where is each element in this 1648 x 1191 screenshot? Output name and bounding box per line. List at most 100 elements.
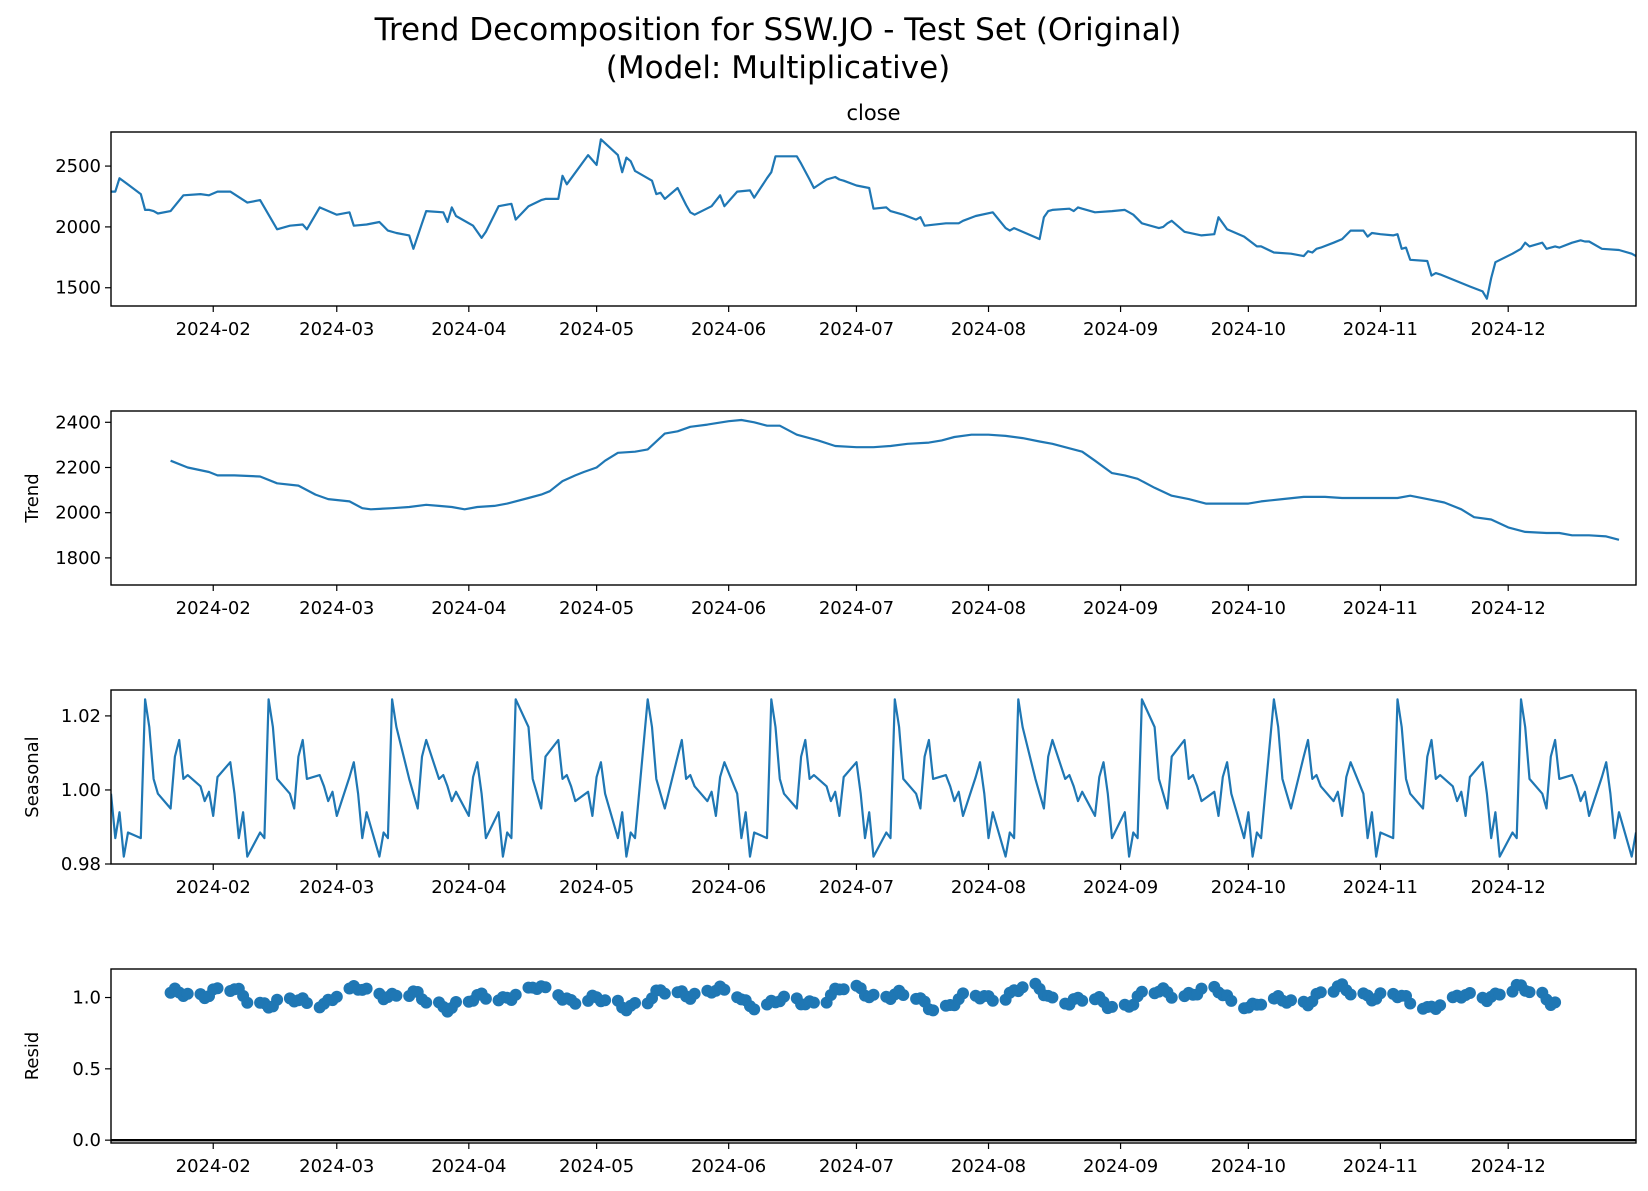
resid-point xyxy=(1314,986,1327,999)
x-tick-label: 2024-02 xyxy=(176,877,251,898)
x-tick-label: 2024-04 xyxy=(431,1156,506,1177)
y-tick-label: 2500 xyxy=(55,156,101,177)
panel-frame xyxy=(110,410,1637,586)
resid-point xyxy=(837,983,850,996)
y-tick-label: 2000 xyxy=(55,503,101,524)
resid-point xyxy=(360,982,373,995)
x-tick-label: 2024-02 xyxy=(176,1156,251,1177)
y-axis-label: Seasonal xyxy=(22,736,43,817)
x-tick-label: 2024-07 xyxy=(819,319,894,340)
resid-point xyxy=(658,987,671,1000)
x-tick-label: 2024-04 xyxy=(431,598,506,619)
panel-frame xyxy=(110,968,1637,1144)
y-tick-label: 1.02 xyxy=(61,706,101,727)
resid-point xyxy=(748,1003,761,1016)
resid-point xyxy=(1434,999,1447,1012)
resid-point xyxy=(1255,998,1268,1011)
x-tick-label: 2024-12 xyxy=(1471,1156,1546,1177)
x-tick-label: 2024-10 xyxy=(1211,1156,1286,1177)
y-tick-label: 1.00 xyxy=(61,780,101,801)
x-tick-label: 2024-04 xyxy=(431,319,506,340)
resid-point xyxy=(539,981,552,994)
x-tick-label: 2024-04 xyxy=(431,877,506,898)
x-tick-label: 2024-02 xyxy=(176,319,251,340)
resid-point xyxy=(271,993,284,1006)
panel-4: Resid 0.0 0.5 1.0 2024-02 2024-03 2024-04 2024-… xyxy=(22,968,1637,1177)
x-tick-label: 2024-09 xyxy=(1083,319,1158,340)
x-tick-label: 2024-10 xyxy=(1211,877,1286,898)
resid-point xyxy=(420,996,433,1009)
x-tick-label: 2024-10 xyxy=(1211,598,1286,619)
x-tick-label: 2024-08 xyxy=(951,598,1026,619)
panel-title: close xyxy=(846,101,900,125)
resid-point xyxy=(1016,981,1029,994)
x-tick-label: 2024-11 xyxy=(1343,877,1418,898)
x-tick-label: 2024-11 xyxy=(1343,319,1418,340)
resid-point xyxy=(1523,986,1536,999)
resid-point xyxy=(241,996,254,1009)
resid-point xyxy=(300,997,313,1009)
resid-point xyxy=(1463,987,1476,999)
y-tick-label: 1.0 xyxy=(72,988,101,1009)
x-tick-label: 2024-09 xyxy=(1083,877,1158,898)
resid-point xyxy=(897,989,910,1001)
x-tick-label: 2024-05 xyxy=(559,319,634,340)
x-tick-label: 2024-06 xyxy=(691,1156,766,1177)
x-tick-label: 2024-05 xyxy=(559,598,634,619)
x-tick-label: 2024-07 xyxy=(819,598,894,619)
resid-point xyxy=(1374,987,1387,1000)
y-tick-label: 1800 xyxy=(55,548,101,569)
y-axis-label: Trend xyxy=(22,473,43,523)
x-tick-label: 2024-12 xyxy=(1471,319,1546,340)
resid-point xyxy=(599,994,612,1007)
x-tick-label: 2024-06 xyxy=(691,877,766,898)
plot-area xyxy=(111,138,1636,300)
resid-point xyxy=(1225,994,1238,1007)
resid-point xyxy=(390,989,403,1002)
resid-point xyxy=(718,983,731,996)
resid-point xyxy=(181,987,194,1000)
panel-3: Seasonal 0.98 1.00 1.02 2024-02 2024-03 2024-0… xyxy=(22,689,1637,898)
resid-point xyxy=(1195,982,1208,995)
y-tick-label: 0.5 xyxy=(72,1059,101,1080)
x-tick-label: 2024-11 xyxy=(1343,598,1418,619)
figure-title: Trend Decomposition for SSW.JO - Test Se… xyxy=(374,12,1182,48)
resid-point xyxy=(1493,988,1506,1001)
resid-point xyxy=(450,996,462,1008)
resid-point xyxy=(1549,996,1562,1009)
x-tick-label: 2024-12 xyxy=(1471,598,1546,619)
x-tick-label: 2024-09 xyxy=(1083,1156,1158,1177)
x-tick-label: 2024-03 xyxy=(299,1156,374,1177)
resid-point xyxy=(1285,994,1297,1007)
panel-2: Trend 1800 2000 2200 2400 2024-02 2024-03 2024-… xyxy=(22,410,1637,619)
x-tick-label: 2024-02 xyxy=(176,598,251,619)
x-tick-label: 2024-08 xyxy=(951,1156,1026,1177)
plot-area xyxy=(170,418,1620,541)
x-tick-label: 2024-07 xyxy=(819,1156,894,1177)
x-tick-label: 2024-06 xyxy=(691,598,766,619)
figure-subtitle: (Model: Multiplicative) xyxy=(606,50,950,86)
resid-point xyxy=(1404,997,1417,1010)
resid-point xyxy=(986,994,999,1007)
panel-1: close 1500 2000 2500 2024-02 2024-03 2024-04 20… xyxy=(55,101,1637,340)
x-tick-label: 2024-11 xyxy=(1343,1156,1418,1177)
x-tick-label: 2024-07 xyxy=(819,877,894,898)
x-tick-label: 2024-08 xyxy=(951,319,1026,340)
x-tick-label: 2024-08 xyxy=(951,877,1026,898)
resid-point xyxy=(778,990,790,1003)
resid-point xyxy=(479,992,492,1005)
close-series-line xyxy=(111,138,1636,300)
y-tick-label: 2400 xyxy=(55,412,101,433)
resid-point xyxy=(1344,988,1357,1001)
resid-point xyxy=(1046,991,1059,1004)
y-tick-label: 1500 xyxy=(55,278,101,299)
x-tick-label: 2024-10 xyxy=(1211,319,1286,340)
y-tick-label: 0.98 xyxy=(61,854,101,875)
resid-point xyxy=(509,988,522,1001)
x-tick-label: 2024-05 xyxy=(559,1156,634,1177)
resid-point xyxy=(867,988,880,1001)
x-tick-label: 2024-05 xyxy=(559,877,634,898)
panel-frame xyxy=(110,131,1637,307)
x-tick-label: 2024-03 xyxy=(299,598,374,619)
